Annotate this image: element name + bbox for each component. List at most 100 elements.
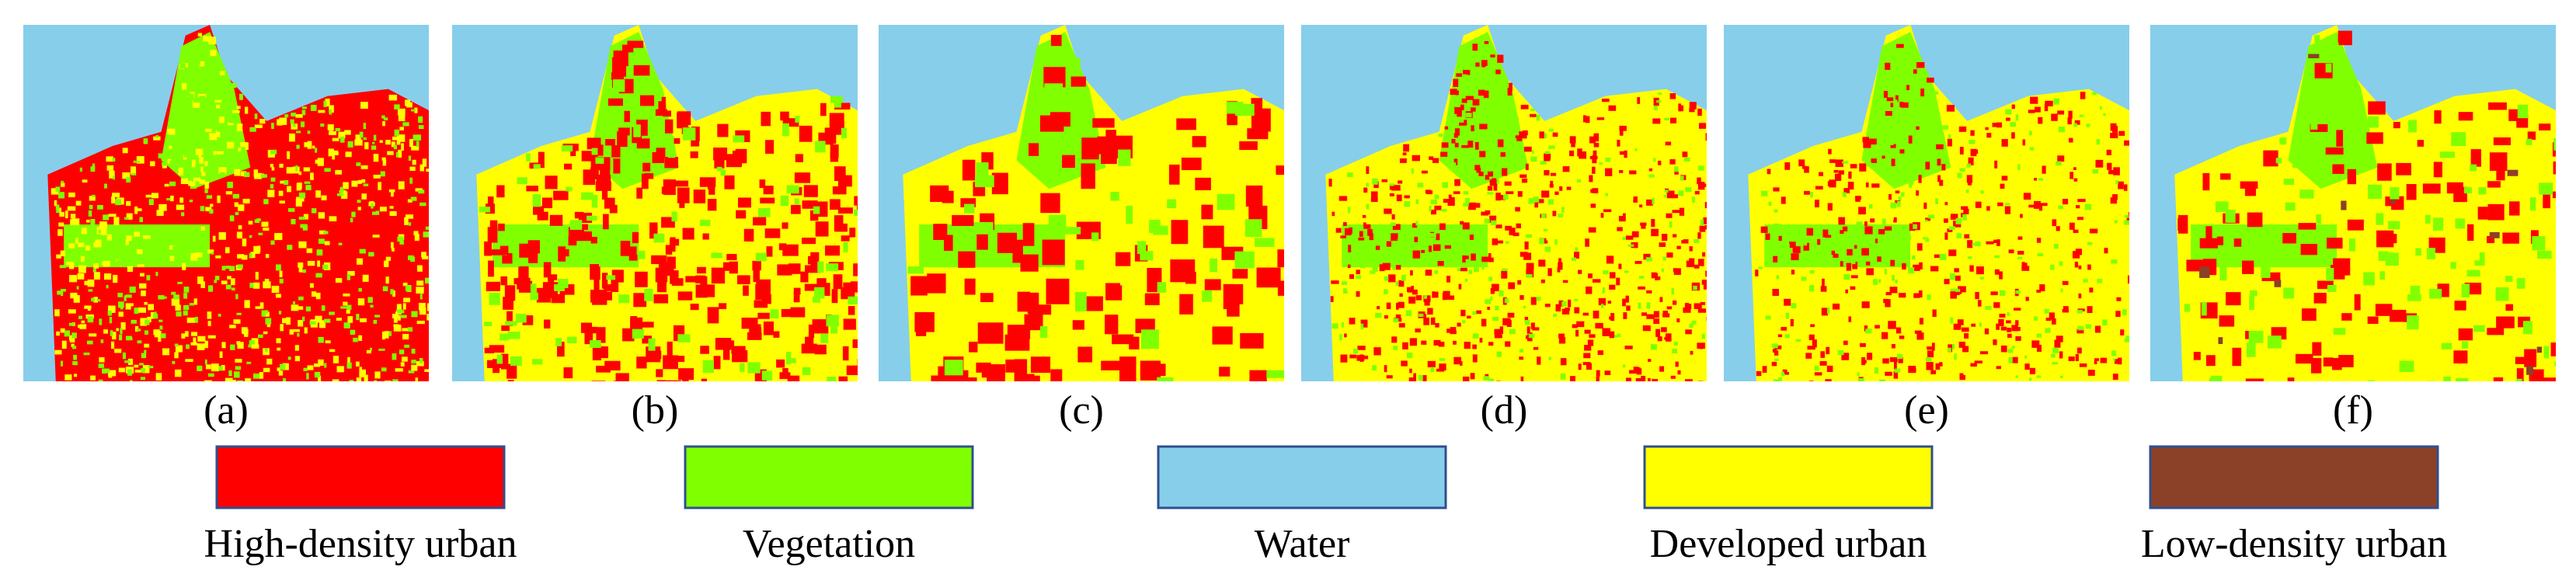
- speckle: [1773, 379, 1779, 381]
- speckle: [501, 353, 509, 370]
- speckle: [2529, 197, 2536, 211]
- speckle: [1842, 161, 1849, 164]
- speckle: [179, 197, 184, 203]
- speckle: [317, 260, 321, 267]
- speckle: [1894, 368, 1900, 373]
- speckle: [1481, 318, 1487, 327]
- speckle: [2102, 319, 2108, 326]
- speckle: [175, 345, 183, 353]
- speckle: [61, 290, 64, 297]
- speckle: [200, 166, 204, 172]
- speckle: [200, 281, 205, 288]
- speckle: [1705, 270, 1707, 277]
- speckle: [1609, 284, 1616, 290]
- speckle: [1700, 301, 1706, 305]
- speckle: [2496, 162, 2505, 181]
- speckle: [548, 274, 558, 280]
- speckle: [2295, 353, 2313, 364]
- speckle: [2005, 109, 2012, 115]
- speckle: [757, 312, 770, 319]
- speckle: [557, 342, 565, 357]
- speckle: [388, 189, 395, 193]
- speckle: [402, 328, 409, 332]
- speckle: [500, 333, 510, 341]
- speckle: [2063, 306, 2069, 312]
- speckle: [1575, 329, 1579, 337]
- speckle: [1398, 280, 1405, 287]
- speckle: [397, 108, 406, 116]
- speckle: [2283, 179, 2295, 186]
- speckle: [1651, 218, 1655, 228]
- speckle: [1634, 148, 1638, 151]
- speckle: [329, 109, 332, 115]
- speckle: [1539, 131, 1544, 139]
- speckle: [319, 320, 326, 328]
- speckle: [2316, 214, 2321, 224]
- speckle: [64, 210, 68, 219]
- speckle: [1472, 344, 1477, 349]
- speckle: [244, 300, 250, 308]
- speckle: [1691, 320, 1697, 325]
- speckle: [2075, 205, 2080, 209]
- speckle: [1767, 169, 1771, 175]
- speckle: [191, 159, 196, 168]
- speckle: [1389, 184, 1394, 190]
- speckle: [1558, 333, 1565, 339]
- speckle: [1433, 339, 1441, 346]
- speckle: [980, 293, 994, 303]
- speckle: [245, 106, 249, 114]
- speckle: [1913, 264, 1920, 271]
- speckle: [1384, 365, 1387, 373]
- speckle: [1936, 144, 1944, 150]
- speckle: [197, 276, 204, 284]
- speckle: [1276, 165, 1284, 176]
- speckle: [1533, 346, 1539, 350]
- speckle: [137, 340, 142, 344]
- speckle: [1044, 83, 1063, 99]
- speckle: [770, 309, 779, 319]
- speckle: [1618, 216, 1626, 222]
- speckle: [613, 158, 621, 174]
- speckle: [1548, 145, 1555, 149]
- speckle: [78, 315, 82, 319]
- speckle: [147, 316, 151, 323]
- speckle: [1547, 268, 1552, 276]
- speckle: [1864, 325, 1868, 332]
- speckle: [701, 378, 708, 381]
- speckle: [140, 318, 148, 326]
- speckle: [755, 252, 767, 262]
- speckle: [1526, 335, 1531, 339]
- speckle: [500, 276, 508, 286]
- speckle: [115, 199, 121, 206]
- speckle: [1479, 151, 1486, 158]
- speckle: [242, 328, 249, 335]
- speckle: [1685, 304, 1692, 309]
- speckle: [151, 193, 159, 199]
- speckle: [1528, 333, 1535, 339]
- speckle: [1882, 155, 1885, 159]
- speckle: [284, 180, 289, 185]
- speckle: [1994, 269, 2000, 275]
- speckle: [417, 135, 421, 141]
- speckle: [1429, 156, 1434, 160]
- speckle: [1916, 332, 1924, 340]
- speckle: [656, 380, 667, 381]
- speckle: [222, 129, 225, 135]
- speckle: [1499, 290, 1504, 297]
- speckle: [1900, 119, 1907, 124]
- speckle: [2118, 181, 2124, 189]
- speckle: [1642, 325, 1651, 332]
- speckle: [1883, 298, 1888, 304]
- speckle: [388, 94, 398, 101]
- legend-label: Vegetation: [743, 522, 915, 566]
- speckle: [1453, 78, 1459, 87]
- speckle: [2070, 172, 2073, 179]
- speckle: [2219, 315, 2235, 327]
- speckle: [1256, 267, 1281, 288]
- speckle: [496, 354, 503, 364]
- speckle: [590, 236, 597, 244]
- speckle: [217, 128, 223, 132]
- speckle: [275, 294, 281, 298]
- speckle: [1372, 266, 1378, 272]
- speckle: [826, 315, 839, 327]
